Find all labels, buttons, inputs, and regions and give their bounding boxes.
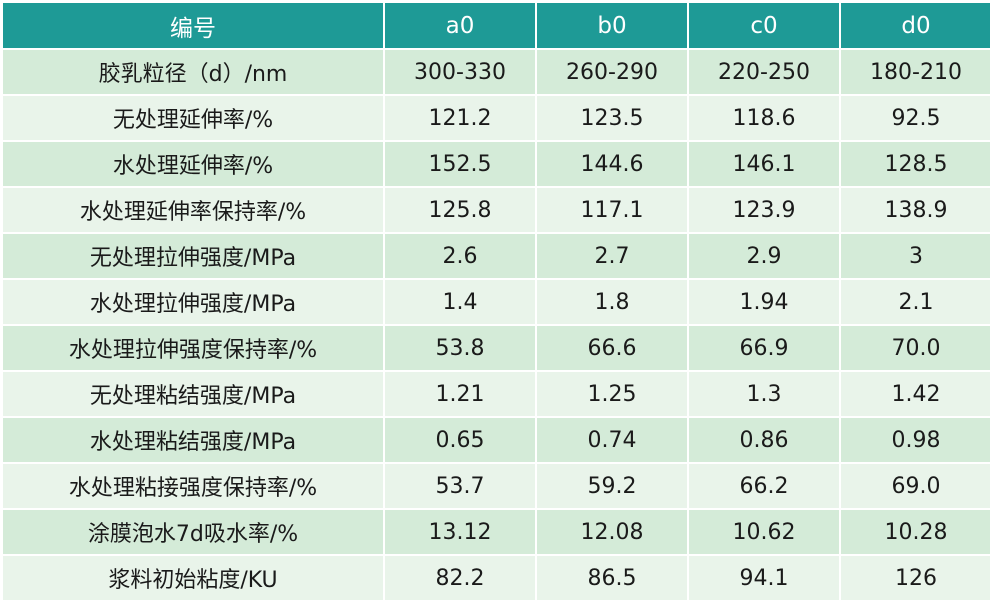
value-cell: 82.2 (385, 556, 535, 600)
row-label-cell: 水处理拉伸强度保持率/% (3, 326, 383, 370)
value-cell: 144.6 (537, 142, 687, 186)
table-row: 水处理拉伸强度保持率/% 53.8 66.6 66.9 70.0 (3, 326, 990, 370)
value-cell: 59.2 (537, 464, 687, 508)
value-cell: 1.21 (385, 372, 535, 416)
table-row: 水处理粘接强度保持率/% 53.7 59.2 66.2 69.0 (3, 464, 990, 508)
value-cell: 1.3 (689, 372, 839, 416)
value-cell: 69.0 (841, 464, 990, 508)
header-row: 编号 a0 b0 c0 d0 (3, 3, 990, 48)
value-cell: 138.9 (841, 188, 990, 232)
value-cell: 0.74 (537, 418, 687, 462)
header-cell-a0: a0 (385, 3, 535, 48)
value-cell: 70.0 (841, 326, 990, 370)
value-cell: 128.5 (841, 142, 990, 186)
row-label-cell: 水处理延伸率保持率/% (3, 188, 383, 232)
value-cell: 260-290 (537, 50, 687, 94)
value-cell: 1.42 (841, 372, 990, 416)
table-row: 水处理拉伸强度/MPa 1.4 1.8 1.94 2.1 (3, 280, 990, 324)
value-cell: 66.9 (689, 326, 839, 370)
table-row: 水处理延伸率/% 152.5 144.6 146.1 128.5 (3, 142, 990, 186)
table-row: 无处理粘结强度/MPa 1.21 1.25 1.3 1.42 (3, 372, 990, 416)
header-cell-c0: c0 (689, 3, 839, 48)
row-label-cell: 胶乳粒径（d）/nm (3, 50, 383, 94)
value-cell: 1.4 (385, 280, 535, 324)
row-label-cell: 无处理粘结强度/MPa (3, 372, 383, 416)
header-cell-d0: d0 (841, 3, 990, 48)
value-cell: 66.2 (689, 464, 839, 508)
table-row: 水处理粘结强度/MPa 0.65 0.74 0.86 0.98 (3, 418, 990, 462)
value-cell: 0.86 (689, 418, 839, 462)
table-row: 无处理延伸率/% 121.2 123.5 118.6 92.5 (3, 96, 990, 140)
value-cell: 10.28 (841, 510, 990, 554)
table-row: 浆料初始粘度/KU 82.2 86.5 94.1 126 (3, 556, 990, 600)
table-row: 涂膜泡水7d吸水率/% 13.12 12.08 10.62 10.28 (3, 510, 990, 554)
value-cell: 10.62 (689, 510, 839, 554)
table-body: 胶乳粒径（d）/nm 300-330 260-290 220-250 180-210 无处… (3, 50, 990, 600)
table-row: 水处理延伸率保持率/% 125.8 117.1 123.9 138.9 (3, 188, 990, 232)
value-cell: 220-250 (689, 50, 839, 94)
row-label-cell: 浆料初始粘度/KU (3, 556, 383, 600)
value-cell: 66.6 (537, 326, 687, 370)
value-cell: 123.9 (689, 188, 839, 232)
value-cell: 300-330 (385, 50, 535, 94)
value-cell: 53.7 (385, 464, 535, 508)
value-cell: 86.5 (537, 556, 687, 600)
value-cell: 13.12 (385, 510, 535, 554)
value-cell: 0.65 (385, 418, 535, 462)
row-label-cell: 水处理粘结强度/MPa (3, 418, 383, 462)
row-label-cell: 无处理延伸率/% (3, 96, 383, 140)
row-label-cell: 水处理拉伸强度/MPa (3, 280, 383, 324)
value-cell: 12.08 (537, 510, 687, 554)
value-cell: 53.8 (385, 326, 535, 370)
value-cell: 1.25 (537, 372, 687, 416)
header-cell-b0: b0 (537, 3, 687, 48)
row-label-cell: 水处理延伸率/% (3, 142, 383, 186)
value-cell: 121.2 (385, 96, 535, 140)
value-cell: 92.5 (841, 96, 990, 140)
value-cell: 1.94 (689, 280, 839, 324)
value-cell: 0.98 (841, 418, 990, 462)
value-cell: 118.6 (689, 96, 839, 140)
value-cell: 2.1 (841, 280, 990, 324)
value-cell: 180-210 (841, 50, 990, 94)
value-cell: 125.8 (385, 188, 535, 232)
row-label-cell: 无处理拉伸强度/MPa (3, 234, 383, 278)
value-cell: 152.5 (385, 142, 535, 186)
value-cell: 2.7 (537, 234, 687, 278)
value-cell: 146.1 (689, 142, 839, 186)
table-row: 胶乳粒径（d）/nm 300-330 260-290 220-250 180-210 (3, 50, 990, 94)
value-cell: 1.8 (537, 280, 687, 324)
value-cell: 126 (841, 556, 990, 600)
value-cell: 2.9 (689, 234, 839, 278)
value-cell: 2.6 (385, 234, 535, 278)
value-cell: 94.1 (689, 556, 839, 600)
value-cell: 3 (841, 234, 990, 278)
row-label-cell: 水处理粘接强度保持率/% (3, 464, 383, 508)
value-cell: 123.5 (537, 96, 687, 140)
value-cell: 117.1 (537, 188, 687, 232)
table-row: 无处理拉伸强度/MPa 2.6 2.7 2.9 3 (3, 234, 990, 278)
row-label-cell: 涂膜泡水7d吸水率/% (3, 510, 383, 554)
header-cell-id: 编号 (3, 3, 383, 48)
